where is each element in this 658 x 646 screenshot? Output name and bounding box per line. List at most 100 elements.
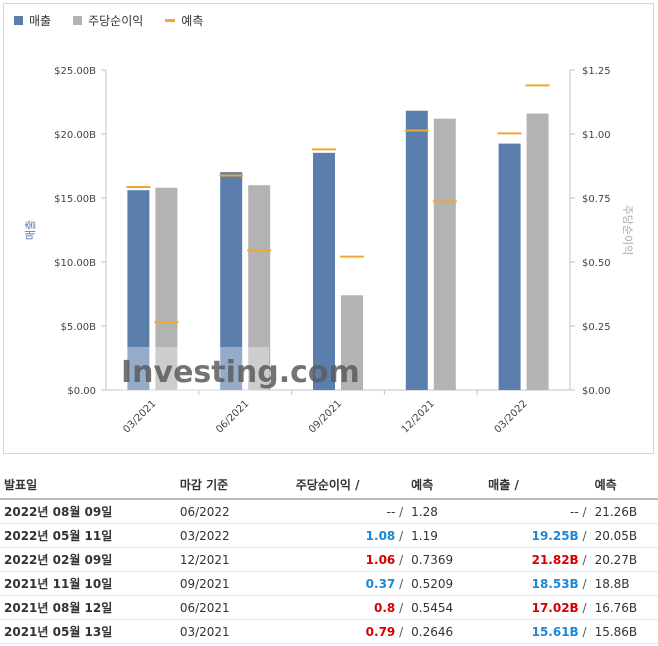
eps-cell: 0.79 / — [291, 619, 408, 644]
eps-separator: / — [399, 504, 404, 519]
y-tick-label-right: $1.00 — [582, 130, 611, 141]
y-tick-label-left: $0.00 — [67, 386, 96, 397]
eps-forecast: 0.5454 — [407, 595, 485, 620]
eps-forecast: 0.7369 — [407, 547, 485, 572]
eps-actual: -- — [386, 504, 396, 519]
legend-swatch-revenue — [14, 16, 23, 25]
revenue-forecast: 20.27B — [590, 547, 658, 572]
revenue-bar — [498, 143, 521, 390]
revenue-bar — [405, 110, 428, 390]
y-tick-label-left: $20.00B — [54, 130, 96, 141]
table-body: 2022년 08월 09일 06/2022 -- /1.28 -- /21.26B 20… — [0, 499, 658, 644]
eps-cell: 0.37 / — [291, 571, 408, 596]
col-header-revenue[interactable]: 매출 / — [484, 470, 591, 500]
legend-swatch-eps — [73, 16, 83, 25]
eps-actual: 0.8 — [374, 600, 396, 615]
col-header-eps-forecast[interactable]: 예측 — [407, 470, 485, 500]
y-tick-label-right: $1.25 — [582, 66, 611, 77]
revenue-forecast: 15.86B — [590, 619, 658, 644]
y-axis-title-left: 매출 — [24, 220, 37, 240]
release-date: 2021년 08월 12일 — [0, 595, 176, 620]
investing-watermark: Investing.com — [121, 355, 360, 390]
revenue-actual: 18.53B — [531, 576, 579, 591]
col-header-period[interactable]: 마감 기준 — [175, 470, 292, 500]
revenue-separator: / — [582, 552, 587, 567]
col-header-eps-sep: / — [355, 477, 360, 492]
x-tick-label: 03/2022 — [493, 398, 530, 435]
revenue-cell: 15.61B / — [484, 619, 591, 644]
revenue-actual: 21.82B — [531, 552, 579, 567]
y-tick-label-right: $0.50 — [582, 258, 611, 269]
table-row: 2021년 11월 10일 09/2021 0.37 /0.5209 18.53B /… — [0, 571, 658, 596]
revenue-bar — [127, 190, 150, 390]
eps-cell: 0.8 / — [291, 595, 408, 620]
eps-actual: 0.37 — [365, 576, 396, 591]
revenue-cell: -- / — [484, 499, 591, 524]
eps-bar — [341, 295, 363, 390]
revenue-cell: 21.82B / — [484, 547, 591, 572]
col-header-revenue-forecast[interactable]: 예측 — [590, 470, 658, 500]
eps-cell: 1.08 / — [291, 523, 408, 548]
eps-bar — [433, 118, 456, 390]
eps-actual: 0.79 — [365, 624, 396, 639]
earnings-table: 발표일 마감 기준 주당순이익 / 예측 매출 / 예측 2022년 08월 0… — [0, 470, 658, 644]
chart-panel: 매출 주당순이익 예측 $0.00 $5.00B $10.00B $15.00B $20… — [3, 3, 654, 454]
table-row: 2022년 05월 11일 03/2022 1.08 /1.19 19.25B /20… — [0, 523, 658, 548]
col-header-date[interactable]: 발표일 — [0, 470, 176, 500]
y-tick-label-right: $0.25 — [582, 322, 611, 333]
revenue-cell: 17.02B / — [484, 595, 591, 620]
eps-separator: / — [399, 552, 404, 567]
period-end: 03/2022 — [175, 523, 292, 548]
revenue-bar — [313, 152, 335, 390]
earnings-chart: $0.00 $5.00B $10.00B $15.00B $20.00B $25.00B $… — [24, 66, 634, 435]
y-tick-label-left: $25.00B — [54, 66, 96, 77]
revenue-actual: 17.02B — [531, 600, 579, 615]
legend-item-forecast[interactable]: 예측 — [165, 12, 203, 29]
release-date: 2022년 05월 11일 — [0, 523, 176, 548]
col-header-eps-label: 주당순이익 — [295, 477, 351, 492]
period-end: 06/2022 — [175, 499, 292, 524]
legend-label-forecast: 예측 — [181, 14, 204, 28]
table-row: 2021년 05월 13일 03/2021 0.79 /0.2646 15.61B /… — [0, 619, 658, 644]
col-header-eps[interactable]: 주당순이익 / — [291, 470, 408, 500]
revenue-separator: / — [582, 576, 587, 591]
legend-swatch-forecast — [165, 19, 176, 22]
revenue-forecast: 21.26B — [590, 499, 658, 524]
release-date: 2022년 08월 09일 — [0, 499, 176, 524]
legend-label-eps: 주당순이익 — [88, 14, 144, 28]
y-tick-label-left: $5.00B — [61, 322, 97, 333]
eps-actual: 1.06 — [365, 552, 396, 567]
eps-actual: 1.08 — [365, 528, 396, 543]
table-header-row: 발표일 마감 기준 주당순이익 / 예측 매출 / 예측 — [0, 470, 658, 500]
eps-forecast: 1.19 — [407, 523, 485, 548]
y-tick-label-left: $15.00B — [54, 194, 96, 205]
period-end: 06/2021 — [175, 595, 292, 620]
eps-forecast: 0.2646 — [407, 619, 485, 644]
release-date: 2022년 02월 09일 — [0, 547, 176, 572]
col-header-revenue-sep: / — [514, 477, 519, 492]
revenue-separator: / — [582, 600, 587, 615]
revenue-forecast: 18.8B — [590, 571, 658, 596]
x-tick-label: 09/2021 — [307, 398, 344, 435]
table-row: 2022년 02월 09일 12/2021 1.06 /0.7369 21.82B /… — [0, 547, 658, 572]
eps-bar — [526, 113, 549, 391]
revenue-forecast: 16.76B — [590, 595, 658, 620]
eps-separator: / — [399, 624, 404, 639]
eps-separator: / — [399, 576, 404, 591]
eps-cell: 1.06 / — [291, 547, 408, 572]
table-row: 2022년 08월 09일 06/2022 -- /1.28 -- /21.26B — [0, 499, 658, 524]
eps-separator: / — [399, 600, 404, 615]
legend-item-eps[interactable]: 주당순이익 — [73, 12, 143, 29]
revenue-actual: -- — [570, 504, 579, 519]
legend-item-revenue[interactable]: 매출 — [14, 12, 51, 29]
revenue-cell: 19.25B / — [484, 523, 591, 548]
y-tick-label-left: $10.00B — [54, 258, 96, 269]
period-end: 09/2021 — [175, 571, 292, 596]
revenue-actual: 15.61B — [531, 624, 579, 639]
eps-bar — [155, 187, 178, 390]
revenue-forecast: 20.05B — [590, 523, 658, 548]
revenue-separator: / — [582, 528, 587, 543]
eps-forecast: 0.5209 — [407, 571, 485, 596]
x-tick-label: 03/2021 — [121, 398, 158, 435]
legend-label-revenue: 매출 — [29, 14, 52, 28]
